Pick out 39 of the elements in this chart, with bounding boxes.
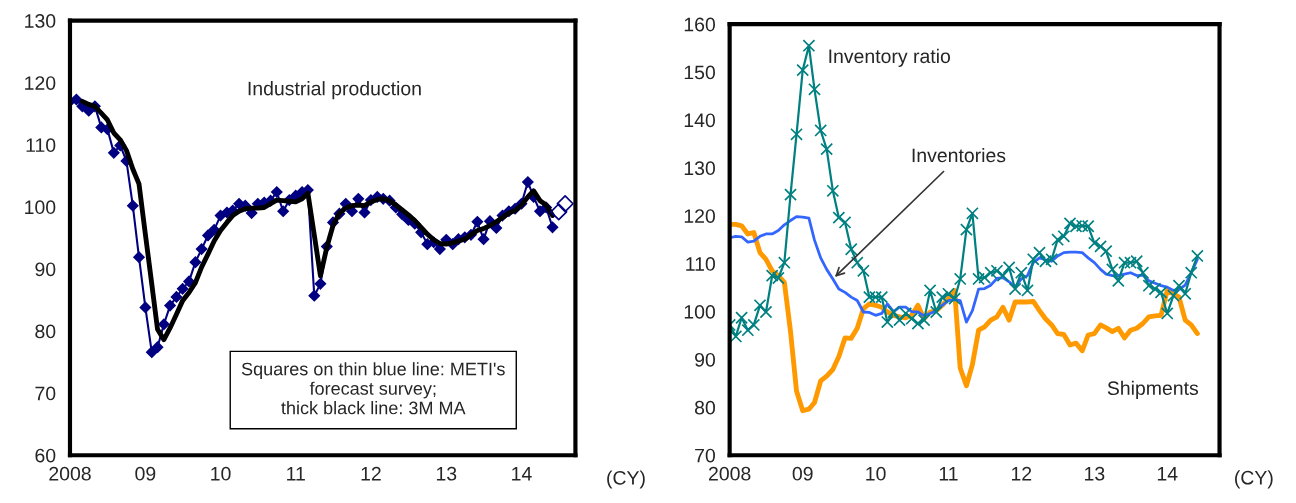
annotation: Industrial production (248, 81, 421, 100)
x-tick-label: 11 (939, 467, 958, 481)
y-tick-label: 110 (686, 257, 715, 271)
x-tick-label: 09 (792, 466, 813, 481)
x-axis-title: (CY) (1235, 470, 1273, 489)
y-tick-label: 130 (684, 161, 715, 176)
y-tick-label: 160 (684, 17, 715, 32)
x-tick-label: 2008 (49, 466, 91, 481)
x-tick-label: 14 (512, 467, 532, 481)
x-tick-label: 2008 (709, 466, 751, 481)
y-tick-label: 100 (25, 200, 56, 215)
x-tick-label: 10 (211, 466, 231, 481)
y-tick-label: 140 (684, 113, 715, 128)
y-tick-label: 100 (684, 304, 715, 319)
y-tick-label: 70 (35, 386, 56, 401)
y-tick-label: 90 (695, 352, 715, 367)
y-tick-label: 70 (695, 448, 715, 463)
x-tick-label: 12 (361, 466, 381, 481)
x-tick-label: 13 (436, 466, 457, 481)
annotation: Squares on thin blue line: METI's forecast survey; thick black line: 3M MA (241, 362, 505, 415)
y-tick-label: 90 (35, 262, 56, 277)
text: Shipments (1107, 380, 1199, 399)
y-tick-label: 80 (694, 400, 715, 415)
y-tick-label: 120 (25, 76, 56, 90)
x-axis-title: (CY) (607, 470, 645, 489)
y-tick-label: 150 (684, 65, 715, 80)
y-tick-label: 60 (35, 448, 56, 463)
x-tick-label: 09 (135, 466, 156, 481)
x-tick-label: 11 (287, 467, 305, 481)
x-tick-label: 13 (1085, 466, 1105, 481)
y-tick-label: 130 (25, 14, 56, 28)
text: Inventories (912, 148, 1006, 163)
series-label: Inventory ratio (829, 48, 951, 67)
x-tick-label: 12 (1011, 466, 1032, 481)
y-tick-label: 110 (26, 138, 56, 153)
x-tick-label: 14 (1157, 467, 1178, 481)
y-tick-label: 80 (35, 324, 56, 339)
x-tick-label: 10 (866, 466, 886, 481)
y-tick-label: 120 (684, 209, 715, 223)
